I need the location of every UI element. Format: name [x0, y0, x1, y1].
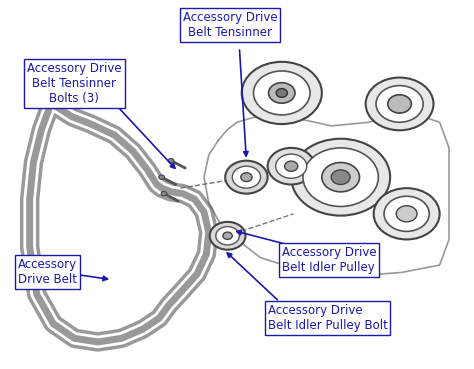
Circle shape [159, 175, 164, 179]
Circle shape [276, 89, 287, 97]
Circle shape [303, 148, 378, 207]
Text: Accessory
Drive Belt: Accessory Drive Belt [18, 258, 77, 286]
Circle shape [223, 232, 232, 239]
Circle shape [384, 196, 429, 231]
Circle shape [322, 162, 359, 192]
Circle shape [365, 77, 434, 130]
Text: Accessory Drive
Belt Idler Pulley: Accessory Drive Belt Idler Pulley [282, 246, 376, 273]
Circle shape [374, 188, 439, 239]
Text: Accessory Drive
Belt Idler Pulley Bolt: Accessory Drive Belt Idler Pulley Bolt [268, 304, 388, 332]
Circle shape [376, 86, 423, 122]
Circle shape [284, 161, 298, 171]
Text: Accessory Drive
Belt Tensinner
Bolts (3): Accessory Drive Belt Tensinner Bolts (3) [27, 62, 122, 105]
Circle shape [241, 173, 252, 182]
Circle shape [210, 222, 246, 250]
Circle shape [232, 166, 261, 188]
Text: Accessory Drive
Belt Tensinner: Accessory Drive Belt Tensinner [182, 11, 277, 39]
Circle shape [225, 161, 268, 194]
Circle shape [291, 139, 390, 215]
Circle shape [254, 71, 310, 115]
Circle shape [269, 83, 295, 103]
Circle shape [216, 227, 239, 245]
Circle shape [331, 170, 350, 184]
Circle shape [396, 206, 417, 222]
Circle shape [388, 95, 411, 113]
Circle shape [161, 192, 167, 196]
Circle shape [168, 159, 174, 163]
Circle shape [268, 148, 315, 184]
Circle shape [242, 62, 322, 124]
Circle shape [276, 154, 307, 178]
